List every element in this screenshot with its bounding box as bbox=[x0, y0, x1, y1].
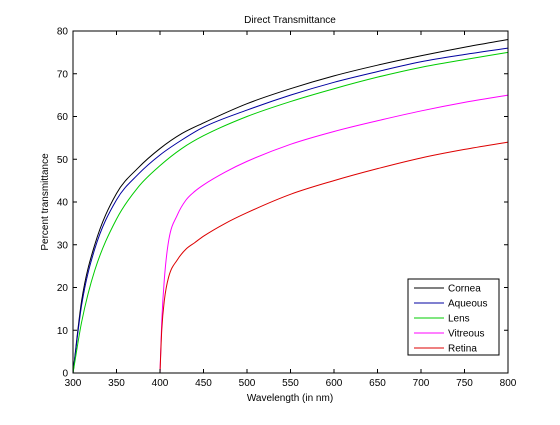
x-tick-label: 350 bbox=[108, 378, 125, 389]
legend-entries: Cornea Aqueous Lens Vitreous Retina bbox=[414, 284, 487, 355]
y-tick-label: 50 bbox=[57, 155, 69, 166]
x-tick-label: 450 bbox=[195, 378, 212, 389]
legend-label: Lens bbox=[448, 314, 470, 325]
series-line-lens bbox=[72, 51, 509, 374]
tick-layer: 300 350 400 450 500 550 600 650 700 750 800 0 10 20 30… bbox=[57, 27, 517, 390]
y-tick-label: 10 bbox=[57, 326, 69, 337]
x-axis-label: Wavelength (in nm) bbox=[247, 393, 333, 404]
y-tick-label: 80 bbox=[57, 27, 69, 38]
series-layer bbox=[72, 39, 509, 374]
series-line-aqueous bbox=[72, 47, 509, 374]
x-tick-label: 600 bbox=[326, 378, 343, 389]
legend-label: Cornea bbox=[448, 284, 481, 295]
legend-entry-lens: Lens bbox=[414, 314, 470, 325]
legend-entry-retina: Retina bbox=[414, 344, 477, 355]
y-tick-label: 70 bbox=[57, 69, 69, 80]
series-line-vitreous bbox=[159, 94, 509, 374]
y-tick-label: 60 bbox=[57, 112, 69, 123]
x-tick-label: 400 bbox=[152, 378, 169, 389]
legend-label: Aqueous bbox=[448, 299, 487, 310]
x-tick-label: 500 bbox=[239, 378, 256, 389]
legend-label: Retina bbox=[448, 344, 477, 355]
y-tick-label: 0 bbox=[62, 369, 68, 380]
legend-entry-aqueous: Aqueous bbox=[414, 299, 487, 310]
x-tick-label: 550 bbox=[282, 378, 299, 389]
series-line-cornea bbox=[72, 39, 509, 374]
y-tick-label: 30 bbox=[57, 240, 69, 251]
x-tick-label: 300 bbox=[65, 378, 82, 389]
legend-label: Vitreous bbox=[448, 329, 485, 340]
x-tick-label: 750 bbox=[456, 378, 473, 389]
x-tick-label: 700 bbox=[413, 378, 430, 389]
chart-title: Direct Transmittance bbox=[244, 15, 336, 26]
series-line-retina bbox=[159, 141, 509, 374]
legend-box bbox=[407, 278, 500, 356]
x-tick-label: 800 bbox=[500, 378, 517, 389]
y-tick-label: 20 bbox=[57, 283, 69, 294]
x-tick-label: 650 bbox=[369, 378, 386, 389]
y-tick-label: 40 bbox=[57, 198, 69, 209]
y-axis-label: Percent transmittance bbox=[40, 153, 51, 251]
legend-entry-vitreous: Vitreous bbox=[414, 329, 485, 340]
legend-entry-cornea: Cornea bbox=[414, 284, 481, 295]
legend: Cornea Aqueous Lens Vitreous Retina bbox=[407, 278, 500, 356]
